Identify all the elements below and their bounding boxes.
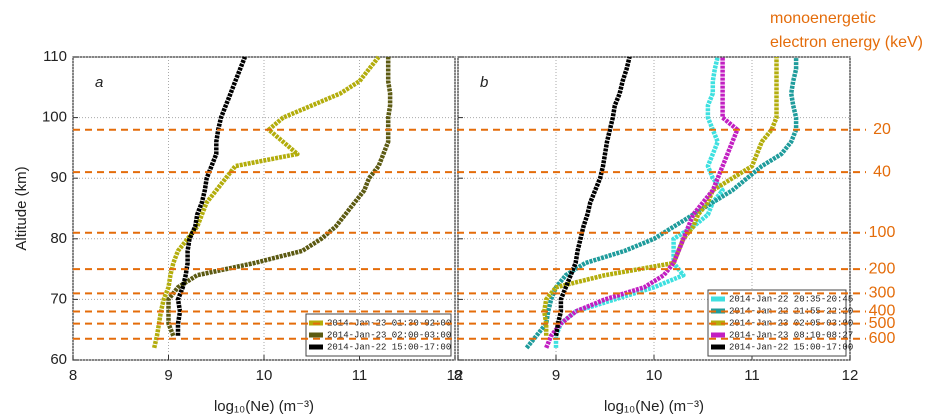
annotation: monoenergetic — [770, 10, 876, 27]
x-tick-label: 12 — [447, 367, 464, 384]
legend-label: 2014-Jan-23 02:05-03:00 — [729, 318, 853, 328]
y-tick-label: 60 — [50, 351, 67, 368]
energy-label: 600 — [869, 330, 896, 347]
energy-label: 100 — [869, 224, 896, 241]
x-tick-label: 9 — [164, 367, 172, 384]
panel-label: a — [95, 74, 103, 91]
profile-line — [166, 57, 393, 337]
legend-label: 2014-Jan-22 21:55-22:20 — [729, 306, 853, 316]
y-axis-label: Altitude (km) — [13, 166, 30, 250]
x-tick-label: 8 — [69, 367, 77, 384]
energy-label: 400 — [869, 303, 896, 320]
legend-label: 2014-Jan-22 15:00-17:00 — [327, 342, 451, 352]
profile-line — [524, 57, 799, 350]
annotation: electron energy (keV) — [770, 34, 923, 51]
x-tick-label: 11 — [744, 367, 760, 384]
profile-line — [152, 55, 381, 349]
x-tick-label: 8 — [454, 367, 462, 384]
x-tick-label: 12 — [842, 367, 859, 384]
x-axis-label: log₁₀(Ne) (m⁻³) — [604, 398, 704, 415]
profile-line — [175, 56, 247, 336]
legend-label: 2014-Jan-23 02:00-03:00 — [327, 330, 451, 340]
profile-line — [553, 56, 632, 337]
x-tick-label: 9 — [552, 367, 560, 384]
y-tick-label: 90 — [50, 169, 67, 186]
legend-label: 2014-Jan-22 15:00-17:00 — [729, 342, 853, 352]
x-axis-label: log₁₀(Ne) (m⁻³) — [214, 398, 314, 415]
panel-label: b — [480, 74, 488, 91]
y-tick-label: 80 — [50, 230, 67, 247]
energy-label: 40 — [873, 163, 891, 180]
x-tick-label: 10 — [646, 367, 663, 384]
x-tick-label: 10 — [256, 367, 273, 384]
energy-label: 20 — [873, 121, 891, 138]
x-tick-label: 11 — [352, 367, 368, 384]
energy-label: 200 — [869, 260, 896, 277]
energy-label: 500 — [869, 315, 896, 332]
legend-label: 2014-Jan-22 20:35-20:45 — [729, 294, 853, 304]
y-tick-label: 100 — [42, 109, 67, 126]
energy-label: 300 — [869, 285, 896, 302]
legend-label: 2014-Jan-23 08:10-08:27 — [729, 330, 853, 340]
y-tick-label: 70 — [50, 290, 67, 307]
y-tick-label: 110 — [43, 48, 67, 65]
legend-box — [305, 313, 452, 357]
